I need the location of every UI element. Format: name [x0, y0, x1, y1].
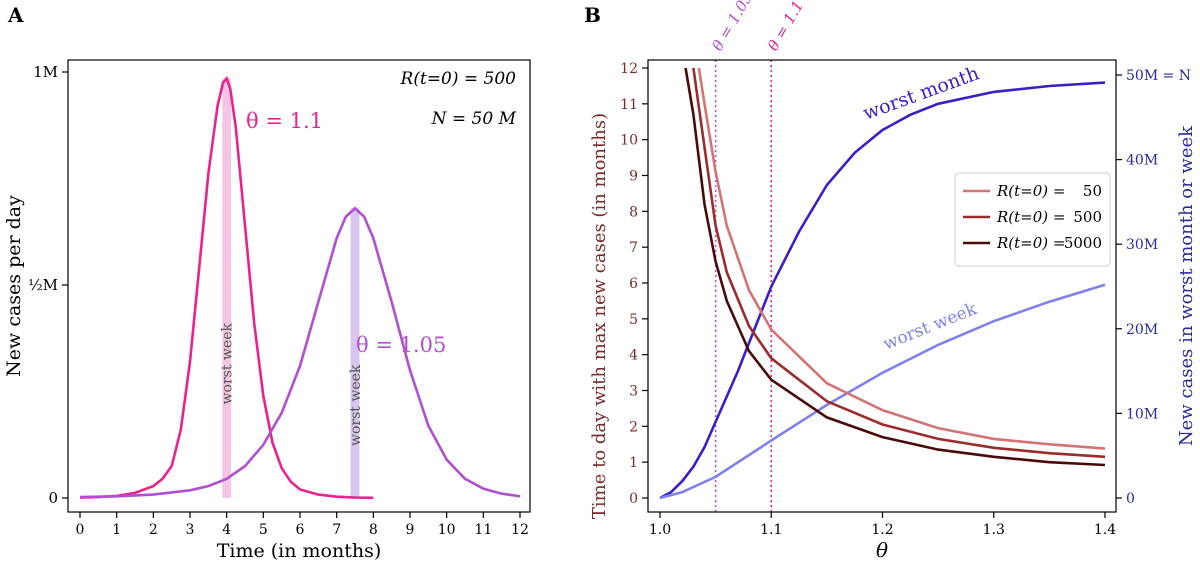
y-tick-label-right: 40M — [1126, 153, 1158, 169]
y-tick-label-a: 1M — [33, 63, 58, 81]
x-tick-label-a: 2 — [149, 522, 158, 538]
annotation-n: N = 50 M — [431, 109, 517, 129]
x-tick-label-a: 5 — [259, 522, 268, 538]
x-tick-label-a: 8 — [369, 522, 378, 538]
x-axis-label-b: θ — [876, 538, 888, 562]
legend-value-50: 50 — [1083, 182, 1102, 200]
panel-label-b: B — [584, 3, 601, 27]
y-axis-label-right: New cases in worst month or week — [1176, 125, 1197, 446]
legend-value-5000: 5000 — [1064, 234, 1102, 252]
legend-label: R(t=0) = — [996, 234, 1065, 252]
x-tick-label-a: 1 — [112, 522, 121, 538]
x-tick-label-b: 1.1 — [760, 522, 782, 538]
legend-label: R(t=0) = — [996, 182, 1065, 200]
vline-label-theta-105: θ = 1.05 — [709, 0, 757, 54]
worst-week-band — [350, 208, 360, 498]
worst-month-line — [659, 81, 1106, 500]
worst-week-line — [659, 283, 1106, 500]
x-tick-label-b: 1.0 — [649, 522, 671, 538]
y-tick-label-right: 50M = N — [1126, 68, 1191, 84]
y-tick-label-a: ½M — [28, 276, 58, 294]
x-tick-label-a: 4 — [222, 522, 231, 538]
worst-week-label: worst week — [348, 364, 364, 446]
x-tick-label-a: 0 — [76, 522, 85, 538]
y-tick-label-left: 0 — [629, 491, 638, 507]
y-tick-label-left: 8 — [629, 204, 638, 220]
panel-label-a: A — [7, 3, 24, 27]
x-tick-label-a: 10 — [438, 522, 456, 538]
plot-area-b — [659, 67, 1106, 500]
y-tick-label-left: 1 — [629, 455, 638, 471]
x-axis-label-a: Time (in months) — [217, 540, 382, 562]
y-tick-label-right: 0 — [1126, 491, 1135, 507]
plot-frame-a — [67, 59, 531, 513]
series-label-theta-11: θ = 1.1 — [246, 109, 323, 133]
y-tick-label-right: 30M — [1126, 237, 1158, 253]
x-tick-label-b: 1.2 — [871, 522, 893, 538]
y-tick-label-left: 11 — [620, 97, 638, 113]
y-tick-label-left: 7 — [629, 240, 638, 256]
x-tick-label-a: 12 — [511, 522, 529, 538]
legend-value-500: 500 — [1073, 208, 1102, 226]
annotation-r0: R(t=0) = 500 — [400, 69, 517, 89]
y-axis-label-a: New cases per day — [3, 195, 25, 377]
x-tick-label-a: 3 — [186, 522, 195, 538]
vline-label-theta-11: θ = 1.1 — [764, 0, 807, 54]
y-tick-label-left: 4 — [629, 348, 638, 364]
y-tick-label-left: 2 — [629, 419, 638, 435]
x-tick-label-a: 7 — [332, 522, 341, 538]
x-tick-label-a: 11 — [474, 522, 492, 538]
y-tick-label-a: 0 — [48, 489, 58, 507]
worst-week-label: worst week — [220, 323, 236, 405]
y-tick-label-left: 3 — [629, 384, 638, 400]
series-label-theta-105: θ = 1.05 — [356, 333, 446, 357]
legend-label: R(t=0) = — [996, 208, 1065, 226]
y-tick-label-left: 9 — [629, 169, 638, 185]
x-tick-label-a: 6 — [296, 522, 305, 538]
y-tick-label-right: 20M — [1126, 322, 1158, 338]
y-tick-label-left: 5 — [629, 312, 638, 328]
y-axis-label-left: Time to day with max new cases (in month… — [589, 113, 610, 519]
x-tick-label-b: 1.4 — [1094, 522, 1116, 538]
y-tick-label-left: 12 — [620, 61, 638, 77]
y-tick-label-left: 6 — [629, 276, 638, 292]
series-line-theta-11 — [79, 75, 374, 500]
y-tick-label-left: 10 — [620, 133, 638, 149]
worst-month-label: worst month — [860, 62, 982, 124]
y-tick-label-right: 10M — [1126, 406, 1158, 422]
r0-line-5000 — [684, 67, 1106, 467]
worst-week-curve-label: worst week — [880, 299, 980, 355]
worst-week-band — [222, 78, 232, 498]
legend-box — [954, 172, 1111, 267]
x-tick-label-a: 9 — [406, 522, 415, 538]
series-line-theta-105 — [79, 206, 521, 499]
r0-line-500 — [692, 67, 1106, 459]
x-tick-label-b: 1.3 — [983, 522, 1005, 538]
r0-line-50 — [697, 67, 1106, 450]
